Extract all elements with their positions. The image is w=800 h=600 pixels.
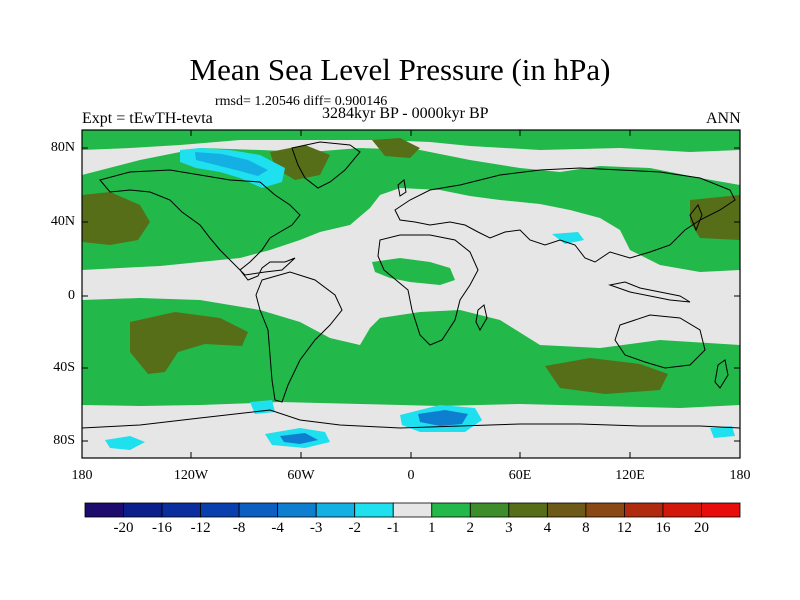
colorbar-box: [585, 502, 625, 518]
colorbar-box: [508, 502, 548, 518]
anomaly-olive-greenland: [270, 145, 330, 180]
y-tick-label: 40S: [53, 360, 75, 375]
anomaly-olive-indian: [545, 358, 668, 394]
colorbar-box: [662, 502, 702, 518]
colorbar-label: 8: [582, 520, 590, 536]
experiment-label: Expt = tEwTH-tevta: [82, 110, 213, 127]
colorbar-label: 16: [655, 520, 671, 536]
x-tick-label: 60W: [287, 468, 315, 483]
anomaly-cyan-southern-3: [105, 436, 145, 450]
colorbar-box: [546, 502, 587, 518]
coast-new-zealand: [714, 359, 729, 389]
colorbar-box: [238, 502, 279, 518]
x-tick-label: 120W: [173, 468, 209, 483]
coast-greenland: [291, 141, 361, 189]
colorbar-box: [701, 502, 741, 518]
colorbar-box: [161, 502, 201, 518]
colorbar-box: [392, 502, 433, 518]
anomaly-blue-canada: [195, 152, 268, 176]
colorbar-box: [200, 502, 240, 518]
anomaly-olive-kamchatka: [690, 195, 740, 240]
colorbar-box: [315, 502, 356, 518]
anomaly-blue-southern-2: [280, 433, 318, 444]
coast-indonesia: [608, 281, 691, 303]
colorbar-box: [123, 502, 163, 518]
coast-australia: [614, 314, 706, 369]
coast-madagascar: [475, 304, 488, 332]
anomaly-cyan-southern-5: [710, 426, 735, 438]
colorbar-box: [354, 502, 394, 518]
colorbar-label: 20: [693, 520, 709, 536]
time-period: 3284kyr BP - 0000kyr BP: [322, 105, 489, 122]
colorbar-label: -8: [232, 520, 246, 536]
y-tick-label: 80N: [50, 140, 75, 155]
anomaly-green-arctic: [82, 130, 740, 152]
x-tick-label: 180: [729, 468, 751, 483]
colorbar-box: [469, 502, 510, 518]
x-tick-label: 180: [71, 468, 93, 483]
colorbar-box: [624, 502, 664, 518]
colorbar-label: 12: [616, 520, 632, 536]
coast-uk: [397, 179, 407, 197]
y-tick-label: 40N: [50, 214, 75, 229]
coastlines: [82, 141, 740, 429]
colorbar-label: 4: [543, 520, 552, 536]
anomaly-cyan-indiaocean: [552, 232, 584, 244]
tick-marks: [82, 130, 740, 458]
colorbar-label: -20: [113, 520, 134, 536]
coast-japan: [689, 204, 703, 232]
coast-eurasia: [394, 167, 736, 263]
colorbar-label: 3: [505, 520, 513, 536]
colorbar-box: [277, 502, 317, 518]
colorbar-box: [431, 502, 471, 518]
colorbar: [84, 502, 741, 518]
coast-antarctica: [82, 409, 740, 429]
coast-africa: [377, 234, 479, 346]
colorbar-label: -1: [386, 520, 400, 536]
colorbar-label: -2: [348, 520, 361, 536]
x-tick-label: 0: [407, 468, 415, 483]
anomaly-olive-npacific: [82, 192, 150, 245]
map-title: Mean Sea Level Pressure (in hPa): [189, 52, 611, 87]
pressure-field: [82, 130, 740, 450]
season-label: ANN: [706, 110, 741, 127]
colorbar-box: [84, 502, 124, 518]
x-tick-label: 60E: [508, 468, 532, 483]
colorbar-label: 2: [466, 520, 475, 536]
colorbar-label: -4: [271, 520, 284, 536]
colorbar-label: -16: [152, 520, 173, 536]
colorbar-label: -3: [309, 520, 323, 536]
y-tick-label: 80S: [53, 433, 75, 448]
coast-north-america: [99, 169, 301, 281]
anomaly-olive-spacific: [130, 312, 248, 374]
x-tick-label: 120E: [615, 468, 645, 483]
colorbar-label: 1: [428, 520, 436, 536]
anomaly-olive-atlantic: [372, 138, 420, 158]
anomaly-green-atlantic: [372, 258, 455, 285]
anomaly-blue-southern-1: [418, 410, 468, 426]
coast-south-america: [255, 271, 343, 403]
colorbar-label: -12: [190, 520, 211, 536]
y-tick-label: 0: [68, 288, 75, 303]
rmsd-stats: rmsd= 1.20546 diff= 0.900146: [215, 94, 388, 109]
